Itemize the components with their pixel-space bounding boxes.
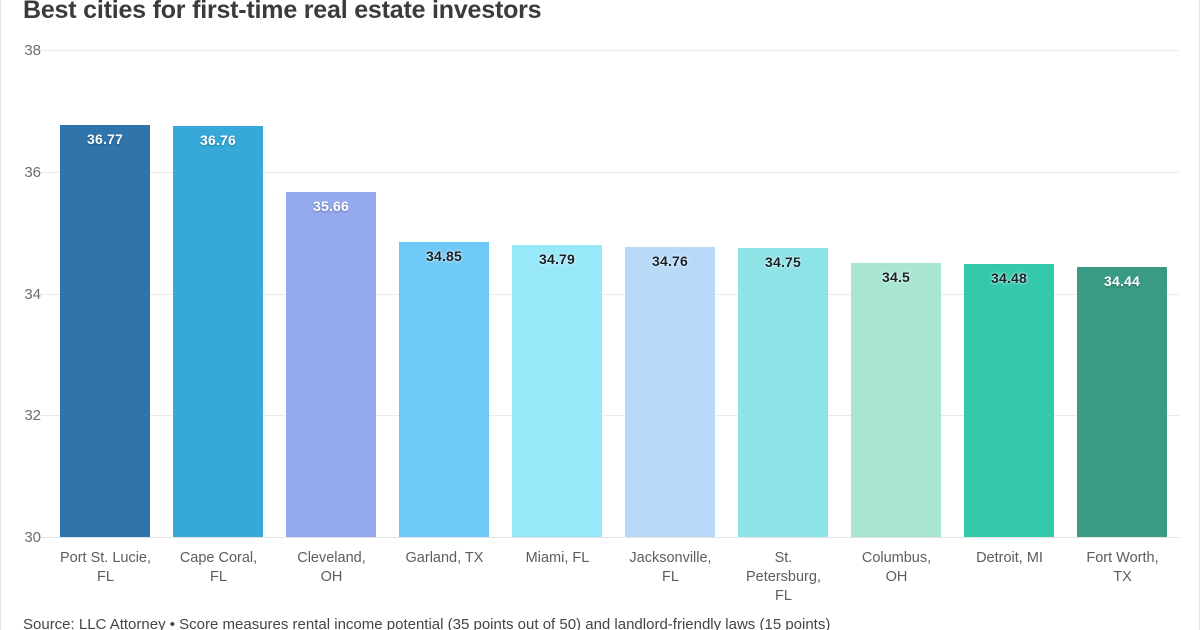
bar-slot: 36.77	[49, 50, 162, 537]
x-axis-category-label: St. Petersburg, FL	[746, 550, 821, 604]
y-axis-tick-label: 30	[24, 529, 41, 546]
bar: 34.5	[851, 263, 941, 537]
gridline-y-34	[39, 293, 1179, 295]
bar-slot: 35.66	[275, 50, 388, 537]
y-axis-tick-label: 36	[24, 163, 41, 181]
bar-value-label: 34.5	[881, 269, 911, 286]
gridline-y-36	[39, 171, 1179, 173]
x-axis-category-label: Jacksonville, FL	[629, 550, 712, 585]
x-axis-category-label: Port St. Lucie, FL	[59, 550, 152, 585]
x-axis-category-label: Columbus, OH	[861, 550, 932, 585]
x-axis-category-label: Garland, TX	[405, 550, 484, 566]
plot-area: 36.77 36.76 35.66 34.85 34.79 34.76 34.75 34.5 3…	[39, 50, 1179, 538]
bar-slot: 34.48	[953, 50, 1066, 537]
bar-value-label: 34.48	[990, 270, 1028, 287]
gridline-y-38	[39, 50, 1179, 51]
bar: 35.66	[286, 192, 376, 537]
bar-slot: 34.44	[1066, 50, 1179, 537]
x-axis-category-label: Miami, FL	[525, 550, 590, 566]
gridline-y-30	[39, 537, 1179, 538]
bar-value-label: 34.76	[651, 253, 689, 270]
bar-slot: 34.85	[388, 50, 501, 537]
bar-value-label: 34.85	[425, 247, 463, 264]
bar-value-label: 34.44	[1103, 272, 1141, 289]
y-axis-tick-label: 34	[24, 285, 41, 303]
bar-value-label: 34.79	[538, 251, 576, 268]
bar: 34.79	[512, 245, 602, 537]
bar-slot: 34.79	[501, 50, 614, 537]
bar-slot: 36.76	[162, 50, 275, 537]
bar-slot: 34.76	[614, 50, 727, 537]
bar-value-label: 35.66	[312, 198, 350, 215]
bar-value-label: 34.75	[764, 253, 802, 270]
bar: 34.76	[625, 247, 715, 537]
bar-slot: 34.5	[840, 50, 953, 537]
bar-value-label: 36.77	[86, 130, 124, 147]
bar: 36.76	[173, 125, 263, 537]
x-axis-category-label: Detroit, MI	[976, 550, 1043, 566]
x-axis-category-label: Cleveland, OH	[297, 550, 366, 585]
bar: 34.48	[964, 264, 1054, 537]
bar: 34.75	[738, 247, 828, 537]
y-axis-tick-label: 38	[24, 42, 41, 59]
x-axis-category-label: Cape Coral, FL	[179, 550, 258, 585]
bar: 34.44	[1077, 266, 1167, 537]
bar: 34.85	[399, 241, 489, 537]
bar: 36.77	[60, 124, 150, 537]
x-axis-category-label: Fort Worth, TX	[1086, 550, 1159, 585]
gridline-y-32	[39, 415, 1179, 417]
bar-slot: 34.75	[727, 50, 840, 537]
source-note: Source: LLC Attorney • Score measures re…	[23, 616, 831, 630]
bar-value-label: 36.76	[199, 131, 237, 148]
chart-title: Best cities for first-time real estate i…	[23, 0, 542, 24]
y-axis-tick-label: 32	[24, 407, 41, 425]
